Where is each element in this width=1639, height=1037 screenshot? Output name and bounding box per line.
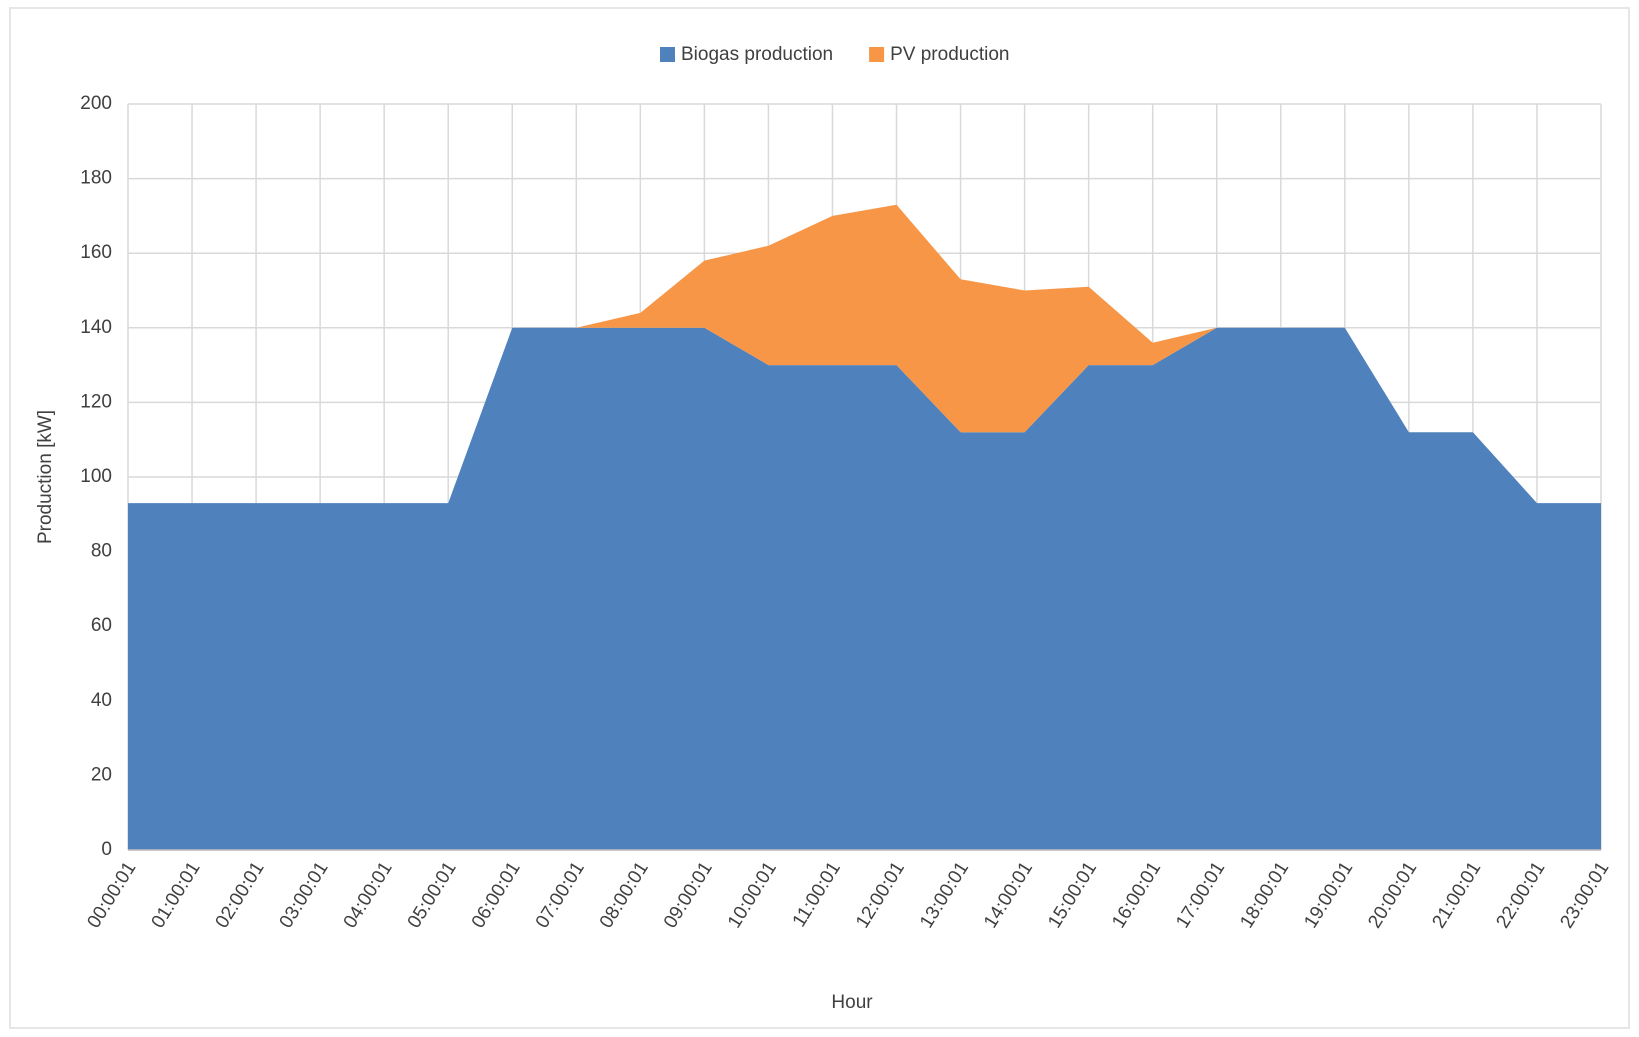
x-tick-label: 14:00:01 [980, 858, 1037, 932]
x-axis-title: Hour [831, 992, 873, 1013]
x-tick-label: 02:00:01 [212, 858, 269, 932]
x-tick-label: 11:00:01 [789, 858, 845, 931]
x-tick-label: 16:00:01 [1108, 858, 1165, 932]
chart-frame [9, 7, 1630, 1029]
x-tick-label: 09:00:01 [660, 858, 717, 932]
y-tick-label: 120 [80, 391, 112, 412]
x-tick-label: 03:00:01 [276, 858, 333, 932]
y-axis-title: Production [kW] [35, 410, 56, 544]
y-tick-label: 180 [80, 168, 112, 189]
y-tick-label: 160 [80, 242, 112, 263]
x-tick-label: 21:00:01 [1428, 858, 1485, 932]
legend-label: Biogas production [681, 44, 833, 65]
x-tick-label: 12:00:01 [852, 858, 909, 932]
x-tick-label: 08:00:01 [596, 858, 653, 932]
x-tick-label: 15:00:01 [1044, 858, 1101, 932]
x-tick-label: 10:00:01 [724, 858, 781, 932]
y-tick-label: 140 [80, 317, 112, 338]
x-tick-label: 18:00:01 [1236, 858, 1293, 932]
x-tick-label: 06:00:01 [468, 858, 525, 932]
x-tick-label: 05:00:01 [404, 858, 461, 932]
x-tick-label: 04:00:01 [340, 858, 397, 932]
area [128, 204, 1601, 504]
y-tick-label: 0 [101, 839, 112, 860]
legend-swatch [869, 47, 885, 62]
y-tick-label: 20 [91, 764, 112, 785]
y-tick-label: 60 [91, 615, 112, 636]
x-tick-label: 01:00:01 [148, 858, 205, 932]
area [128, 327, 1601, 850]
y-tick-label: 100 [80, 466, 112, 487]
x-tick-label: 00:00:01 [83, 858, 140, 932]
x-tick-label: 20:00:01 [1364, 858, 1421, 932]
x-tick-label: 23:00:01 [1556, 858, 1613, 932]
x-tick-label: 19:00:01 [1300, 858, 1357, 932]
y-tick-label: 40 [91, 690, 112, 711]
legend-label: PV production [890, 44, 1009, 65]
legend-swatch [660, 47, 675, 62]
legend: Biogas production PV production [660, 44, 1009, 65]
y-tick-label: 200 [80, 93, 112, 114]
x-tick-label: 17:00:01 [1172, 858, 1229, 932]
x-tick-label: 22:00:01 [1492, 858, 1549, 932]
x-tick-label: 13:00:01 [916, 858, 973, 932]
y-tick-label: 80 [91, 541, 112, 562]
x-tick-label: 07:00:01 [532, 858, 589, 932]
